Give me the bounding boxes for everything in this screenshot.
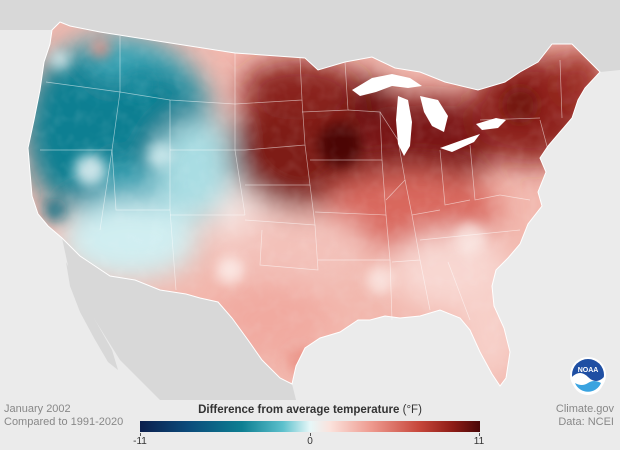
lake-huron <box>420 96 448 132</box>
legend-title-text: Difference from average temperature <box>198 404 400 416</box>
legend-title: Difference from average temperature (°F) <box>140 404 480 416</box>
baseline-label: Compared to 1991-2020 <box>4 416 124 428</box>
baja-peninsula <box>66 262 118 370</box>
legend-max-label: 11 <box>473 436 485 447</box>
state-boundaries <box>40 36 563 321</box>
lake-michigan <box>396 96 412 156</box>
canada-landmass <box>0 0 620 90</box>
source-credit: Climate.gov <box>555 403 614 415</box>
legend-color-scale <box>140 421 480 432</box>
legend-tick-min <box>140 433 141 436</box>
legend-tick-max <box>479 433 480 436</box>
great-lakes <box>352 74 506 156</box>
lake-superior <box>352 74 422 96</box>
lake-ontario <box>476 118 506 130</box>
date-label: January 2002 <box>4 403 71 415</box>
lake-erie <box>440 134 480 152</box>
legend-tick-mid <box>310 433 311 436</box>
us-outline <box>27 21 601 387</box>
data-credit: Data: NCEI <box>558 416 614 428</box>
mexico-landmass <box>62 238 296 400</box>
legend-unit: (°F) <box>402 404 422 416</box>
legend-mid-label: 0 <box>307 436 313 447</box>
us-temperature-anomaly-map: NOAA <box>0 0 620 400</box>
noaa-logo-icon: NOAA <box>570 357 606 395</box>
noaa-logo-text: NOAA <box>578 367 599 374</box>
legend-min-label: -11 <box>133 436 147 447</box>
